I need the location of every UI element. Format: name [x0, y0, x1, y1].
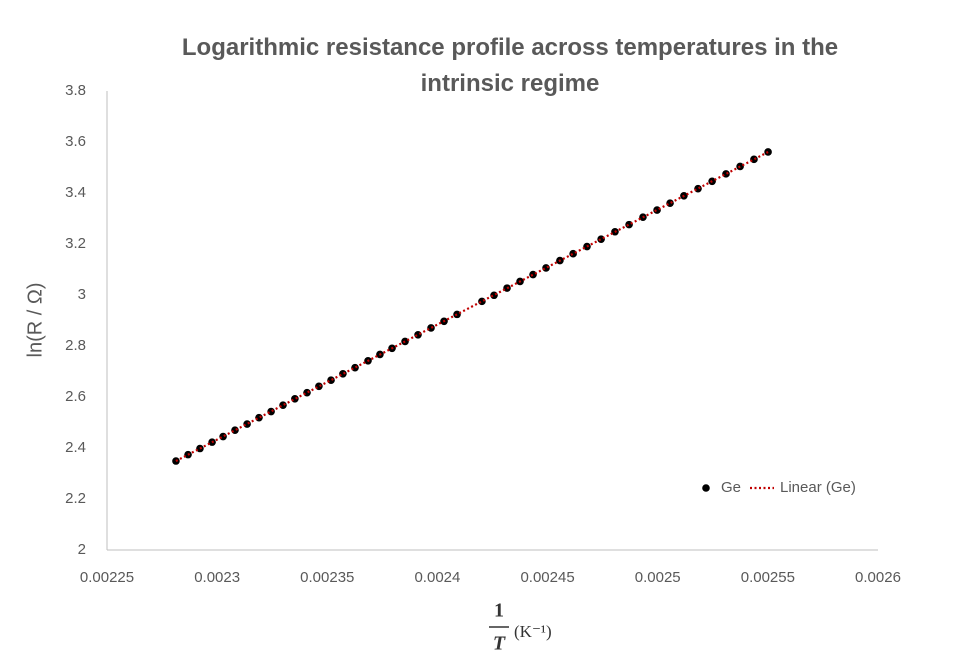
legend-label: Ge — [721, 479, 741, 496]
point — [542, 264, 550, 272]
point — [243, 420, 251, 428]
y-tick-label: 2.2 — [65, 490, 86, 507]
trendline — [175, 151, 769, 463]
point — [351, 363, 359, 372]
point — [279, 401, 287, 409]
y-tick-label: 3.2 — [65, 235, 86, 252]
x-title-denominator: T — [493, 633, 506, 655]
x-title-unit: (K⁻¹) — [514, 622, 552, 641]
point — [750, 155, 758, 164]
x-tick-label: 0.0025 — [635, 569, 681, 586]
x-tick-label: 0.00255 — [741, 569, 795, 586]
y-tick-label: 3 — [78, 286, 86, 303]
x-tick-label: 0.0024 — [414, 569, 460, 586]
point — [529, 270, 537, 279]
y-tick-label: 2.8 — [65, 337, 86, 354]
y-axis-title: ln(R / Ω) — [24, 283, 46, 358]
legend-label: Linear (Ge) — [780, 479, 856, 496]
point — [427, 324, 435, 332]
x-tick-label: 0.0023 — [194, 569, 240, 586]
y-tick-label: 3.6 — [65, 133, 86, 150]
x-tick-label: 0.0026 — [855, 569, 901, 586]
x-tick-label: 0.00225 — [80, 569, 134, 586]
x-tick-label: 0.00235 — [300, 569, 354, 586]
point — [764, 148, 772, 156]
point — [303, 388, 311, 397]
point — [219, 432, 227, 441]
y-tick-label: 3.8 — [65, 82, 86, 99]
y-tick-label: 3.4 — [65, 184, 86, 201]
legend-marker — [702, 484, 710, 492]
y-tick-label: 2 — [78, 541, 86, 558]
point — [327, 376, 335, 384]
y-tick-label: 2.6 — [65, 388, 86, 405]
point — [597, 235, 605, 243]
x-tick-label: 0.00245 — [520, 569, 574, 586]
x-title-numerator: 1 — [494, 600, 504, 622]
point — [414, 330, 422, 339]
point — [694, 184, 702, 193]
y-tick-label: 2.4 — [65, 439, 86, 456]
point — [478, 297, 486, 306]
point — [569, 249, 577, 258]
point — [666, 199, 674, 207]
chart-title: Logarithmic resistance profile across te… — [181, 34, 839, 97]
